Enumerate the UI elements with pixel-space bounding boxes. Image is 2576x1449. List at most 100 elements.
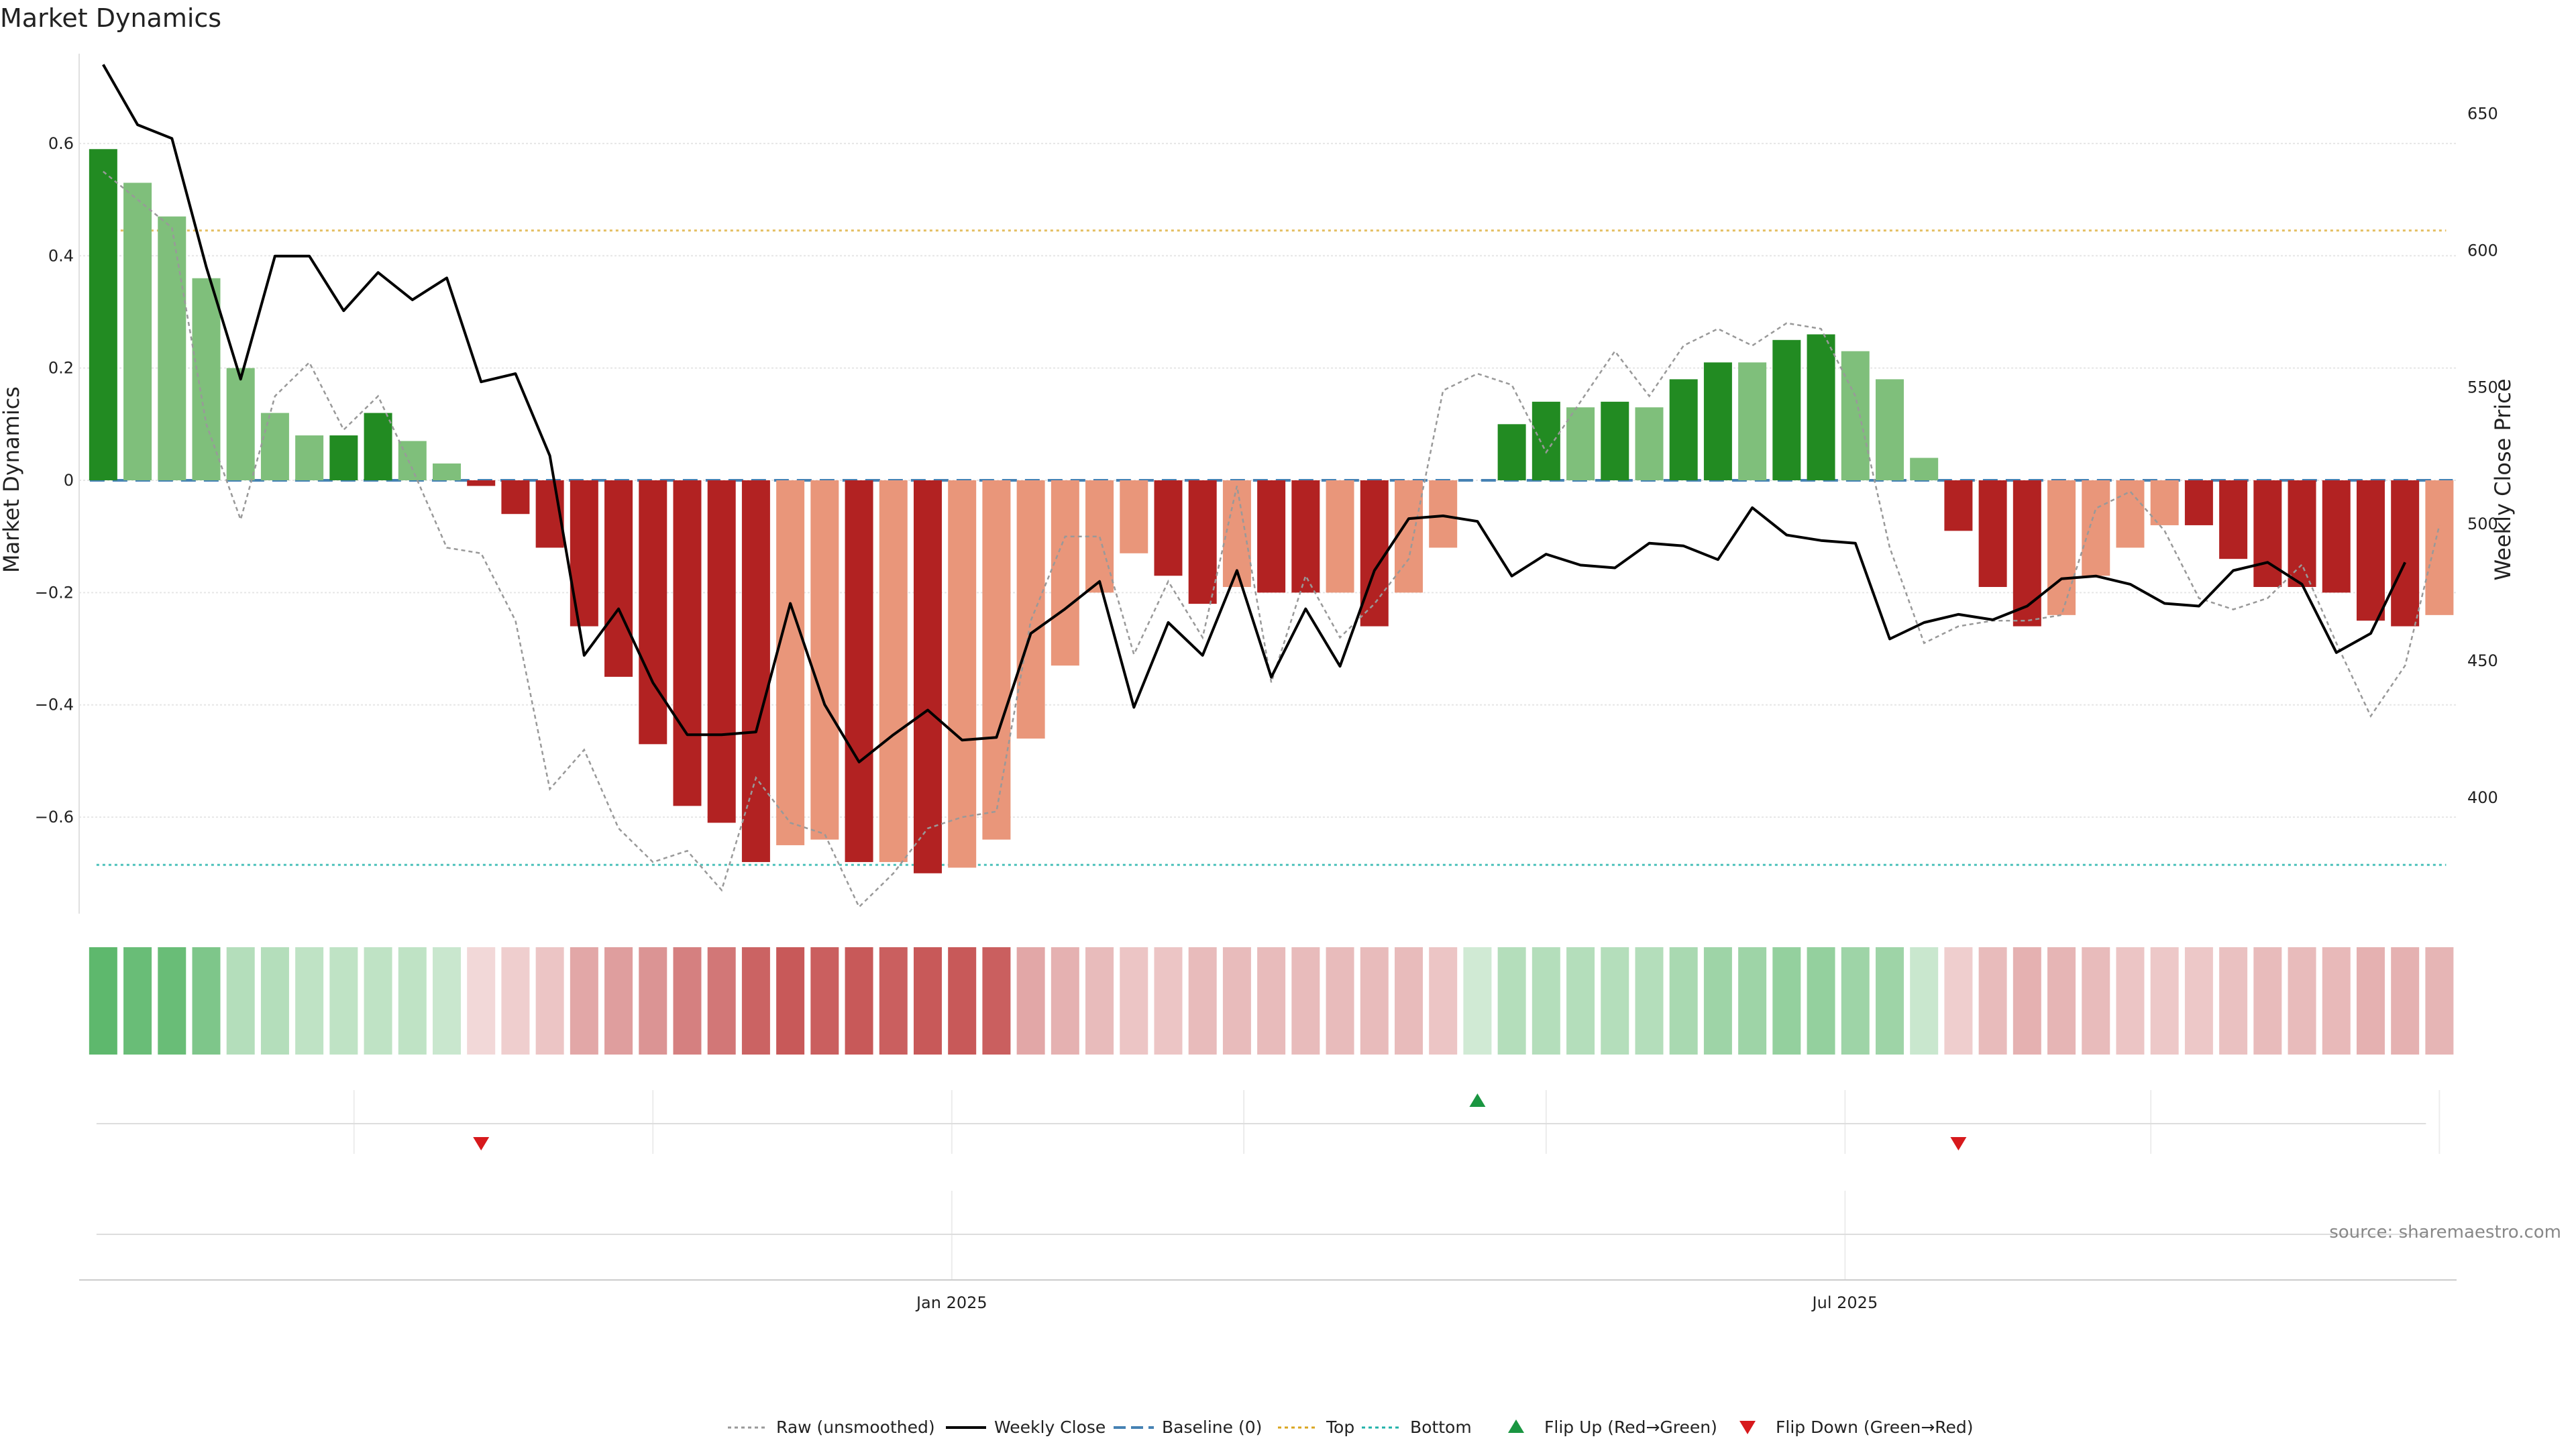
bar-20 — [776, 480, 805, 845]
flip-down-marker-0 — [473, 1137, 490, 1150]
flip-down-marker-2 — [1950, 1137, 1967, 1150]
bar-30 — [1120, 480, 1148, 553]
heat-cell-53 — [1910, 947, 1939, 1055]
heat-cell-31 — [1154, 947, 1183, 1055]
y-axis-label: Market Dynamics — [0, 386, 24, 573]
heat-cell-16 — [639, 947, 667, 1055]
heat-cell-40 — [1463, 947, 1492, 1055]
heat-cell-33 — [1222, 947, 1251, 1055]
legend-item-2: Baseline (0) — [1114, 1417, 1262, 1437]
bar-39 — [1429, 480, 1458, 548]
legend-item-4: Bottom — [1362, 1417, 1472, 1437]
bar-34 — [1257, 480, 1286, 593]
heat-cell-68 — [2425, 947, 2454, 1055]
heat-cell-36 — [1326, 947, 1354, 1055]
dynamics-bars — [89, 149, 2454, 873]
legend-label-6: Flip Down (Green→Red) — [1776, 1417, 1974, 1437]
bar-11 — [467, 480, 496, 486]
y2-tick-label-4: 450 — [2467, 651, 2498, 670]
bar-51 — [1841, 351, 1870, 480]
heat-cell-9 — [398, 947, 427, 1055]
heat-cell-23 — [879, 947, 908, 1055]
heat-cell-20 — [776, 947, 805, 1055]
bar-58 — [2082, 480, 2110, 576]
bar-18 — [707, 480, 736, 823]
y-tick-label-5: −0.4 — [35, 696, 74, 714]
bar-67 — [2391, 480, 2420, 627]
bar-0 — [89, 149, 117, 480]
bar-17 — [673, 480, 702, 806]
flip-up-marker-1 — [1469, 1093, 1486, 1107]
y2-tick-label-5: 400 — [2467, 788, 2498, 807]
bar-43 — [1566, 407, 1595, 480]
heat-cell-26 — [982, 947, 1011, 1055]
y-tick-label-3: 0 — [64, 471, 74, 490]
heat-cell-7 — [329, 947, 358, 1055]
flip-markers-panel — [96, 1090, 2440, 1154]
legend-item-3: Top — [1278, 1417, 1354, 1437]
bar-42 — [1532, 401, 1560, 480]
legend-item-6: Flip Down (Green→Red) — [1739, 1417, 1974, 1437]
heat-cell-28 — [1051, 947, 1079, 1055]
raw-unsmoothed-line — [103, 170, 2440, 909]
empty-panel — [79, 1191, 2457, 1281]
y-tick-label-4: −0.2 — [35, 583, 74, 602]
legend-swatch-5 — [1508, 1419, 1524, 1433]
heat-cell-41 — [1497, 947, 1526, 1055]
bar-48 — [1738, 362, 1767, 480]
heat-cell-29 — [1085, 947, 1114, 1055]
chart-title: Market Dynamics — [0, 3, 221, 33]
bar-49 — [1772, 339, 1801, 480]
heat-cell-65 — [2322, 947, 2351, 1055]
heat-cell-2 — [158, 947, 186, 1055]
heat-cell-50 — [1807, 947, 1835, 1055]
bar-57 — [2047, 480, 2076, 615]
heat-cell-37 — [1360, 947, 1389, 1055]
bar-47 — [1703, 362, 1732, 480]
bar-38 — [1394, 480, 1423, 593]
heat-cell-38 — [1394, 947, 1423, 1055]
bar-10 — [432, 463, 461, 480]
series-lines — [102, 64, 2440, 909]
heat-cell-6 — [295, 947, 324, 1055]
y2-tick-label-3: 500 — [2467, 515, 2498, 533]
heat-cell-22 — [845, 947, 873, 1055]
bar-46 — [1669, 379, 1698, 480]
bar-59 — [2116, 480, 2145, 548]
bar-60 — [2150, 480, 2179, 525]
legend: Raw (unsmoothed) Weekly Close Baseline (0)… — [728, 1417, 1974, 1437]
right-y-ticks: 650 600 550 500 450 400 — [2467, 105, 2498, 807]
bar-19 — [741, 480, 770, 863]
y-tick-label-2: 0.2 — [48, 359, 74, 378]
bar-2 — [158, 216, 186, 480]
bar-29 — [1085, 480, 1114, 593]
heat-cell-56 — [2012, 947, 2041, 1055]
heat-cell-4 — [226, 947, 255, 1055]
bar-27 — [1016, 480, 1045, 739]
heat-strip — [89, 947, 2454, 1055]
heat-cell-17 — [673, 947, 702, 1055]
heat-cell-45 — [1635, 947, 1664, 1055]
y-tick-label-0: 0.6 — [48, 134, 74, 153]
heat-cell-67 — [2391, 947, 2420, 1055]
legend-label-3: Top — [1326, 1417, 1354, 1437]
y2-axis-label: Weekly Close Price — [2490, 378, 2516, 580]
bar-23 — [879, 480, 908, 863]
bar-53 — [1910, 458, 1939, 480]
heat-cell-63 — [2253, 947, 2282, 1055]
bar-12 — [501, 480, 530, 515]
heat-cell-42 — [1532, 947, 1560, 1055]
heat-cell-55 — [1978, 947, 2007, 1055]
bar-7 — [329, 435, 358, 480]
heat-cell-60 — [2150, 947, 2179, 1055]
heat-cell-18 — [707, 947, 736, 1055]
bar-32 — [1188, 480, 1217, 604]
bar-54 — [1944, 480, 1973, 531]
bar-35 — [1291, 480, 1320, 593]
heat-cell-15 — [604, 947, 633, 1055]
y-tick-label-1: 0.4 — [48, 246, 74, 265]
bar-45 — [1635, 407, 1664, 480]
legend-label-0: Raw (unsmoothed) — [776, 1417, 935, 1437]
bar-52 — [1875, 379, 1904, 480]
